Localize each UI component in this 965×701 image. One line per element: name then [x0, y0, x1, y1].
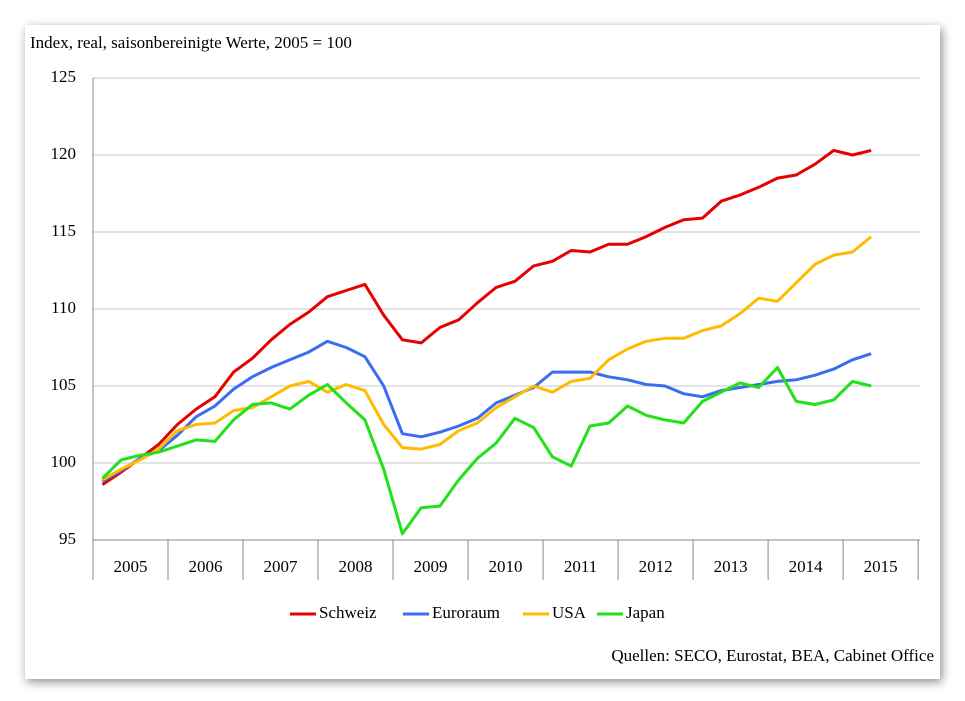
- x-tick-label: 2008: [339, 557, 373, 576]
- y-tick-label: 110: [51, 298, 76, 317]
- source: Quellen: SECO, Eurostat, BEA, Cabinet Of…: [611, 646, 934, 665]
- series-line: [101, 235, 873, 482]
- x-tick-label: 2010: [489, 557, 523, 576]
- y-tick-label: 115: [51, 221, 76, 240]
- legend-label: Euroraum: [432, 603, 500, 622]
- y-tick-label: 105: [51, 375, 77, 394]
- y-tick-label: 100: [51, 452, 77, 471]
- x-tick-label: 2009: [414, 557, 448, 576]
- x-tick-label: 2006: [189, 557, 223, 576]
- legend-label: USA: [552, 603, 587, 622]
- chart-title: Index, real, saisonbereinigte Werte, 200…: [30, 33, 352, 52]
- x-tick-label: 2013: [714, 557, 748, 576]
- x-tick-label: 2015: [864, 557, 898, 576]
- legend-label: Schweiz: [319, 603, 377, 622]
- frame: [25, 25, 940, 679]
- x-tick-label: 2011: [564, 557, 597, 576]
- series-line: [101, 339, 872, 483]
- x-tick-label: 2007: [264, 557, 299, 576]
- y-tick-label: 95: [59, 529, 76, 548]
- y-tick-label: 125: [51, 67, 77, 86]
- series-line: [101, 148, 872, 486]
- x-tick-label: 2014: [789, 557, 824, 576]
- series-line: [101, 366, 872, 536]
- legend-label: Japan: [626, 603, 665, 622]
- y-tick-label: 120: [51, 144, 77, 163]
- x-tick-label: 2012: [639, 557, 673, 576]
- x-tick-label: 2005: [114, 557, 148, 576]
